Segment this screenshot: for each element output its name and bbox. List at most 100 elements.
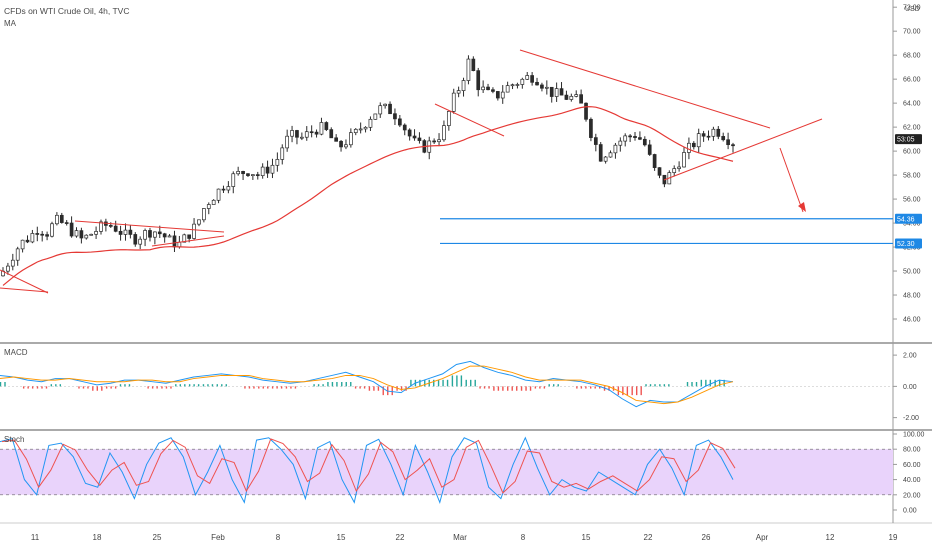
candle-body: [652, 154, 657, 168]
candle-body: [358, 128, 363, 131]
candle-body: [20, 239, 25, 250]
trendline-resistance: [74, 220, 225, 233]
candle-body: [633, 136, 637, 138]
candle-body: [696, 133, 701, 148]
candle-body: [55, 214, 59, 225]
candle-body: [300, 136, 304, 139]
stoch-indicator-label[interactable]: Stoch: [4, 435, 25, 444]
macd-line: [0, 360, 734, 408]
candle-body: [260, 166, 265, 177]
candle-body: [202, 208, 206, 221]
candle-body: [378, 105, 383, 115]
candle-body: [549, 86, 554, 97]
candle-body: [608, 152, 613, 158]
candle-body: [584, 102, 588, 120]
date-tick-label: Mar: [453, 533, 467, 542]
price-tick-label: 46.00: [903, 317, 921, 324]
stoch-d-line: [1, 438, 736, 494]
stoch-tick-label: 60.00: [903, 462, 921, 469]
candle-body: [647, 144, 652, 155]
candle-body: [388, 103, 392, 115]
candle-body: [628, 135, 632, 138]
candle-body: [706, 135, 711, 138]
candle-body: [687, 142, 691, 153]
candle-body: [285, 135, 290, 149]
date-tick-label: 8: [276, 533, 281, 542]
candle-body: [295, 130, 299, 138]
date-tick-label: 11: [31, 533, 40, 542]
candle-body: [221, 188, 226, 191]
candle-body: [383, 103, 387, 107]
stoch-band: [0, 449, 893, 495]
candle-body: [407, 129, 412, 137]
candle-body: [412, 135, 417, 139]
candle-body: [451, 92, 456, 112]
candle-body: [25, 239, 30, 243]
candle-body: [554, 88, 559, 97]
candle-body: [642, 138, 647, 146]
candle-body: [437, 139, 441, 143]
candle-body: [481, 86, 485, 91]
candle-body: [613, 144, 618, 154]
candle-body: [236, 171, 241, 175]
candle-body: [618, 140, 623, 146]
candle-body: [334, 137, 339, 142]
candle-body: [510, 84, 515, 87]
candle-body: [520, 78, 525, 85]
candle-body: [192, 223, 196, 239]
moving-average-line: [2, 106, 734, 286]
macd-tick-label: 2.00: [903, 353, 917, 360]
candle-body: [593, 137, 598, 145]
candle-body: [701, 133, 706, 137]
candle-body: [35, 233, 40, 235]
candle-body: [363, 126, 368, 130]
stoch-tick-label: 80.00: [903, 447, 921, 454]
ma-indicator-label[interactable]: MA: [4, 19, 16, 28]
candle-body: [143, 230, 147, 240]
price-tick-label: 58.00: [903, 173, 921, 180]
date-tick-label: 19: [889, 533, 898, 542]
candle-body: [500, 91, 505, 99]
candle-body: [486, 86, 490, 91]
candle-body: [731, 144, 735, 147]
candle-body: [711, 128, 716, 137]
candle-body: [417, 137, 422, 141]
candle-body: [280, 147, 285, 160]
candle-body: [167, 235, 172, 238]
macd-indicator-label[interactable]: MACD: [4, 348, 28, 357]
candle-body: [397, 118, 402, 126]
price-tick-label: 68.00: [903, 53, 921, 60]
candle-body: [495, 91, 500, 99]
price-tick-label: 48.00: [903, 293, 921, 300]
candle-body: [471, 58, 476, 71]
candle-body: [682, 152, 686, 168]
candle-body: [373, 113, 378, 120]
candle-body: [216, 188, 221, 201]
candle-body: [638, 137, 642, 140]
stoch-tick-label: 0.00: [903, 508, 917, 515]
candle-body: [50, 223, 54, 237]
candle-body: [275, 159, 280, 166]
candle-body: [525, 75, 530, 80]
price-badge-label: 54.36: [897, 216, 915, 223]
candle-body: [197, 219, 201, 225]
candle-body: [461, 80, 466, 91]
candle-body: [265, 166, 270, 174]
candle-body: [241, 171, 245, 175]
candle-body: [530, 75, 534, 83]
candle-body: [329, 129, 334, 139]
macd-tick-label: 0.00: [903, 384, 917, 391]
candle-body: [89, 233, 94, 236]
projection-arrowhead: [798, 202, 806, 212]
candle-body: [721, 136, 726, 141]
candle-body: [133, 234, 138, 245]
candle-body: [432, 140, 436, 143]
candle-body: [45, 234, 49, 237]
candle-body: [535, 81, 539, 86]
candle-body: [716, 128, 721, 137]
price-tick-label: 54.00: [903, 221, 921, 228]
candle-body: [30, 233, 35, 243]
candle-body: [128, 229, 133, 235]
candle-body: [108, 225, 113, 227]
